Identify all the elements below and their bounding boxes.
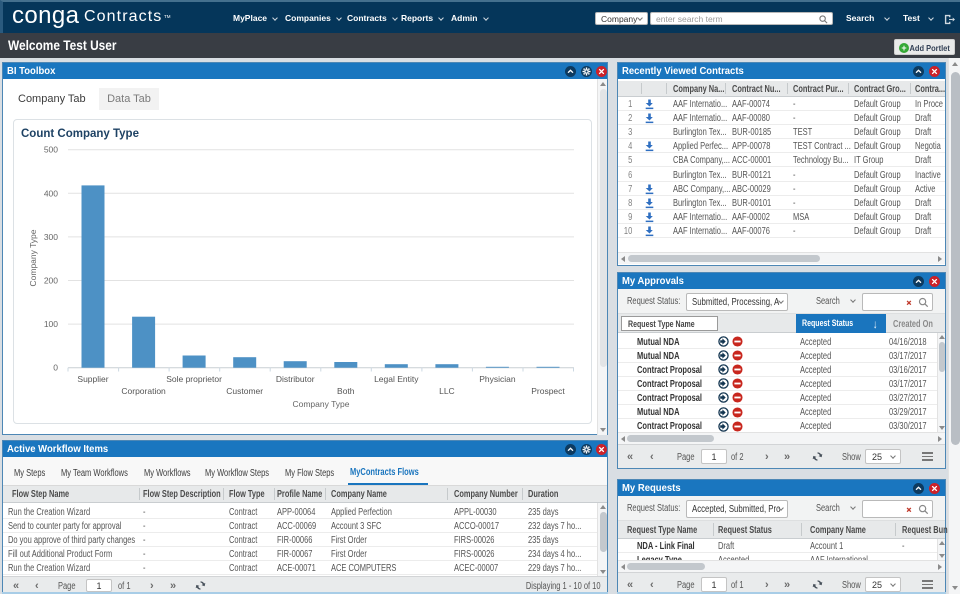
svg-text:Physician: Physician: [479, 374, 516, 384]
svg-text:Count Company Type: Count Company Type: [21, 128, 139, 140]
svg-text:Company Type: Company Type: [28, 229, 38, 286]
svg-text:300: 300: [44, 232, 58, 242]
svg-text:500: 500: [44, 145, 58, 155]
svg-text:0: 0: [53, 363, 58, 373]
svg-text:Both: Both: [337, 386, 355, 396]
svg-text:100: 100: [44, 319, 58, 329]
svg-text:Distributor: Distributor: [276, 374, 315, 384]
svg-text:Legal Entity: Legal Entity: [374, 374, 419, 384]
svg-text:Sole proprietor: Sole proprietor: [166, 374, 222, 384]
svg-text:Company Type: Company Type: [292, 399, 349, 409]
svg-text:200: 200: [44, 276, 58, 286]
svg-text:Corporation: Corporation: [121, 386, 166, 396]
svg-text:LLC: LLC: [439, 386, 455, 396]
svg-text:Customer: Customer: [226, 386, 263, 396]
svg-text:Prospect: Prospect: [531, 386, 565, 396]
svg-text:Supplier: Supplier: [77, 374, 108, 384]
svg-text:400: 400: [44, 188, 58, 198]
